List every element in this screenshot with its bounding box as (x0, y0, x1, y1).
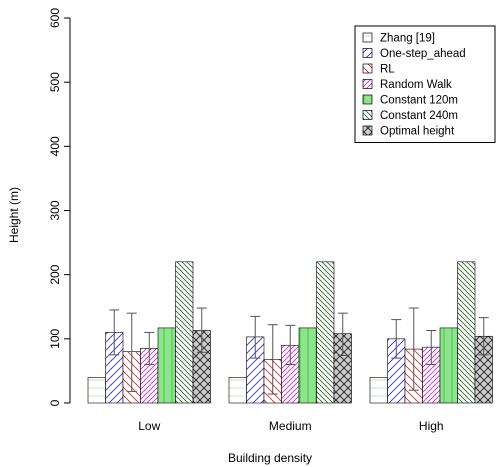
legend-swatch (362, 63, 373, 74)
bar (87, 377, 106, 404)
legend-item: RL (362, 63, 395, 76)
legend-label: Optimal height (380, 126, 455, 138)
error-bar (267, 324, 278, 395)
y-tick-label: 0 (48, 399, 62, 406)
legend-label: Constant 120m (380, 95, 458, 107)
bar-group-low (87, 261, 211, 404)
error-bar (144, 331, 155, 365)
legend-item: Constant 240m (362, 110, 458, 122)
legend-box (354, 25, 496, 143)
y-tick-label: 500 (48, 72, 62, 92)
bar (439, 327, 458, 404)
legend-label: Constant 240m (380, 110, 458, 122)
legend-swatch (362, 125, 373, 136)
bar (316, 261, 335, 404)
legend: Zhang [19] One-step_ahead RL Random Walk Con… (354, 25, 496, 143)
legend-item: Optimal height (362, 125, 455, 138)
y-tick-label: 200 (48, 264, 62, 284)
error-bar (250, 315, 261, 359)
bar (157, 327, 176, 404)
error-bar (196, 307, 207, 353)
legend-label: One-step_ahead (380, 48, 466, 60)
y-tick-label: 400 (48, 136, 62, 156)
legend-item: Zhang [19] (362, 32, 435, 45)
error-bar (426, 329, 437, 365)
y-axis: 0 100 200 300 400 500 600 (48, 8, 71, 406)
x-tick-label: Medium (269, 419, 312, 433)
legend-item: Constant 120m (362, 94, 458, 107)
legend-item: Random Walk (362, 79, 452, 91)
bar-group-medium (228, 261, 352, 404)
legend-label: Zhang [19] (380, 33, 435, 45)
error-bar (408, 307, 419, 391)
bars (87, 261, 493, 404)
y-tick-label: 300 (48, 200, 62, 220)
x-tick-label: Low (138, 419, 160, 433)
y-tick-label: 600 (48, 8, 62, 28)
error-bar (285, 324, 296, 365)
x-axis: Low Medium High (138, 419, 443, 433)
legend-swatch (362, 32, 373, 43)
legend-swatch (362, 79, 373, 89)
legend-swatch (362, 110, 373, 120)
bar-group-high (369, 261, 493, 404)
legend-swatch (362, 48, 373, 58)
y-tick-label: 100 (48, 329, 62, 349)
bar (298, 327, 317, 404)
error-bar (391, 319, 402, 359)
error-bar (109, 309, 120, 356)
legend-label: RL (380, 64, 395, 76)
legend-swatch (362, 94, 373, 105)
x-tick-label: High (419, 419, 444, 433)
y-axis-label: Height (m) (7, 187, 21, 243)
legend-item: One-step_ahead (362, 48, 466, 60)
bar (228, 377, 247, 404)
error-bar (337, 312, 348, 357)
error-bar (478, 317, 489, 356)
x-axis-label: Building density (228, 451, 312, 465)
bar (175, 261, 194, 404)
legend-label: Random Walk (380, 79, 452, 91)
bar (369, 377, 388, 404)
bar (457, 261, 476, 404)
error-bar (126, 312, 137, 392)
